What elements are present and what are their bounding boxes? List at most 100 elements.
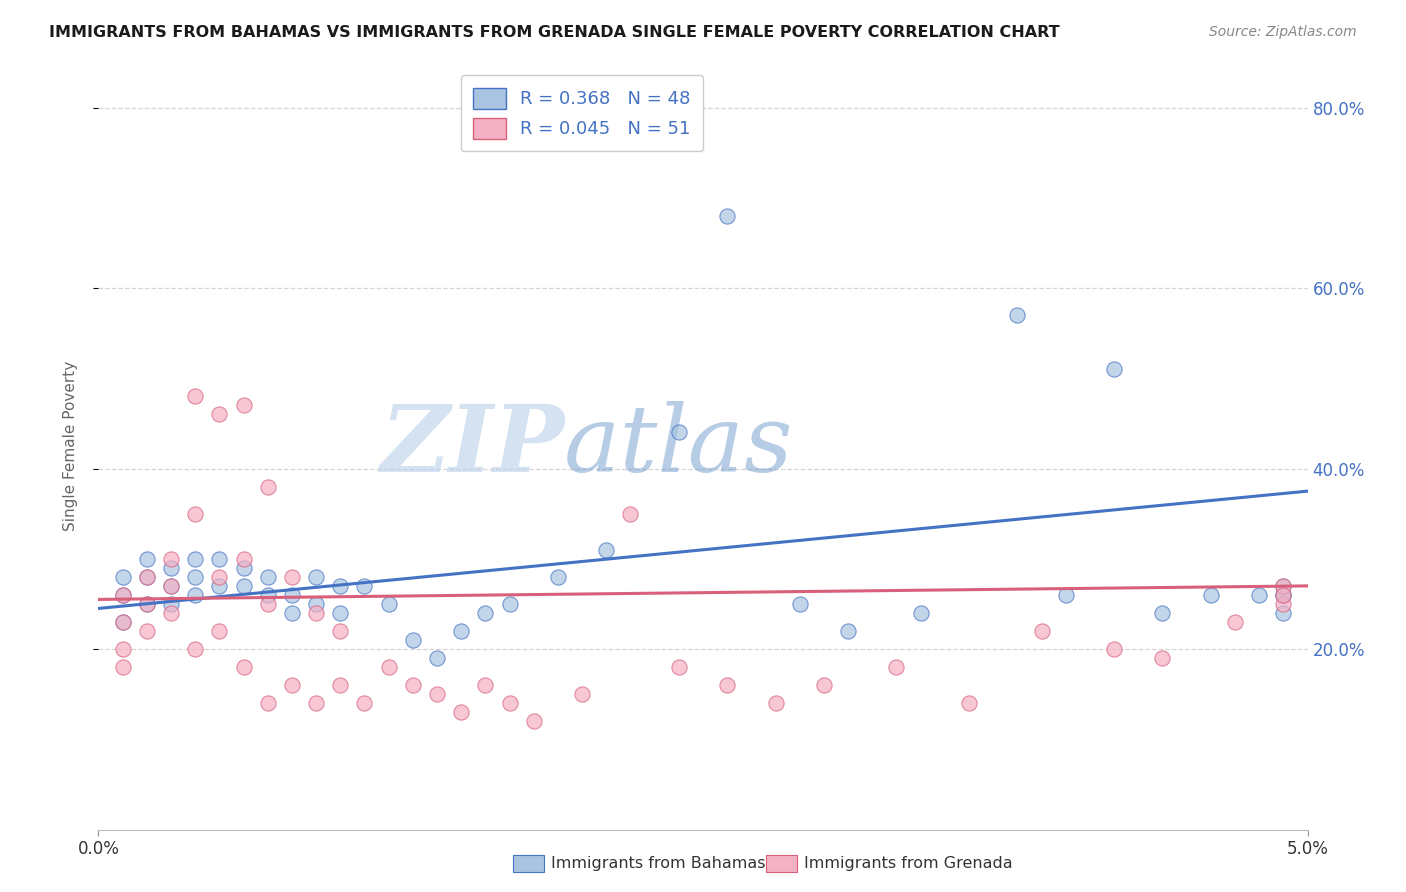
Point bbox=[765, 696, 787, 710]
Y-axis label: Single Female Poverty: Single Female Poverty bbox=[63, 361, 77, 531]
Point bbox=[1054, 588, 1077, 602]
Point bbox=[232, 551, 254, 566]
Text: atlas: atlas bbox=[564, 401, 793, 491]
Point bbox=[498, 597, 520, 611]
Point bbox=[789, 597, 811, 611]
Point bbox=[1272, 588, 1295, 602]
Point bbox=[474, 606, 496, 620]
Point bbox=[305, 570, 328, 584]
Point bbox=[135, 624, 157, 638]
Point bbox=[329, 579, 352, 593]
Point bbox=[377, 597, 399, 611]
Point bbox=[111, 570, 134, 584]
Point bbox=[135, 597, 157, 611]
Point bbox=[184, 389, 207, 403]
Point bbox=[232, 660, 254, 674]
Point bbox=[135, 570, 157, 584]
Point bbox=[668, 660, 690, 674]
Point bbox=[232, 398, 254, 412]
Legend: R = 0.368   N = 48, R = 0.045   N = 51: R = 0.368 N = 48, R = 0.045 N = 51 bbox=[461, 75, 703, 152]
Point bbox=[208, 408, 231, 422]
Point bbox=[256, 570, 278, 584]
Text: Immigrants from Bahamas: Immigrants from Bahamas bbox=[551, 856, 766, 871]
Point bbox=[1272, 588, 1295, 602]
Point bbox=[1031, 624, 1053, 638]
Text: IMMIGRANTS FROM BAHAMAS VS IMMIGRANTS FROM GRENADA SINGLE FEMALE POVERTY CORRELA: IMMIGRANTS FROM BAHAMAS VS IMMIGRANTS FR… bbox=[49, 25, 1060, 40]
Point bbox=[426, 687, 449, 701]
Point bbox=[135, 570, 157, 584]
Point bbox=[426, 651, 449, 665]
Point bbox=[111, 615, 134, 629]
Text: Source: ZipAtlas.com: Source: ZipAtlas.com bbox=[1209, 25, 1357, 39]
Point bbox=[886, 660, 908, 674]
Point bbox=[256, 480, 278, 494]
Point bbox=[256, 597, 278, 611]
Point bbox=[111, 642, 134, 657]
Point bbox=[256, 696, 278, 710]
Point bbox=[1007, 308, 1029, 322]
Point bbox=[305, 597, 328, 611]
Point bbox=[402, 678, 425, 692]
Point bbox=[184, 551, 207, 566]
Point bbox=[813, 678, 835, 692]
Point bbox=[1102, 362, 1125, 376]
Point bbox=[232, 579, 254, 593]
Point bbox=[160, 551, 183, 566]
Point bbox=[837, 624, 859, 638]
Point bbox=[281, 570, 304, 584]
Point bbox=[281, 588, 304, 602]
Point bbox=[1272, 606, 1295, 620]
Point bbox=[111, 615, 134, 629]
Point bbox=[1199, 588, 1222, 602]
Point bbox=[547, 570, 569, 584]
Point bbox=[160, 579, 183, 593]
Point bbox=[184, 642, 207, 657]
Point bbox=[208, 579, 231, 593]
Point bbox=[160, 606, 183, 620]
Point bbox=[474, 678, 496, 692]
Point bbox=[135, 597, 157, 611]
Point bbox=[1152, 651, 1174, 665]
Point bbox=[329, 606, 352, 620]
Point bbox=[1152, 606, 1174, 620]
Point bbox=[450, 705, 472, 719]
Point bbox=[402, 633, 425, 648]
Point bbox=[256, 588, 278, 602]
Point bbox=[184, 588, 207, 602]
Point bbox=[1272, 588, 1295, 602]
Point bbox=[208, 624, 231, 638]
Point bbox=[208, 570, 231, 584]
Point bbox=[135, 551, 157, 566]
Point bbox=[160, 579, 183, 593]
Point bbox=[232, 561, 254, 575]
Point bbox=[111, 660, 134, 674]
Text: Immigrants from Grenada: Immigrants from Grenada bbox=[804, 856, 1012, 871]
Point bbox=[160, 597, 183, 611]
Point bbox=[523, 714, 546, 729]
Point bbox=[329, 678, 352, 692]
Point bbox=[1102, 642, 1125, 657]
Point bbox=[329, 624, 352, 638]
Point bbox=[910, 606, 932, 620]
Point bbox=[1249, 588, 1271, 602]
Point bbox=[571, 687, 593, 701]
Point bbox=[1223, 615, 1246, 629]
Point bbox=[377, 660, 399, 674]
Point bbox=[281, 678, 304, 692]
Point bbox=[498, 696, 520, 710]
Point bbox=[160, 561, 183, 575]
Point bbox=[353, 696, 375, 710]
Point bbox=[716, 209, 738, 223]
Point bbox=[716, 678, 738, 692]
Point bbox=[208, 551, 231, 566]
Text: ZIP: ZIP bbox=[380, 401, 564, 491]
Point bbox=[305, 696, 328, 710]
Point bbox=[957, 696, 980, 710]
Point bbox=[305, 606, 328, 620]
Point bbox=[1272, 579, 1295, 593]
Point bbox=[1272, 579, 1295, 593]
Point bbox=[595, 542, 617, 557]
Point bbox=[111, 588, 134, 602]
Point bbox=[668, 425, 690, 440]
Point bbox=[184, 507, 207, 521]
